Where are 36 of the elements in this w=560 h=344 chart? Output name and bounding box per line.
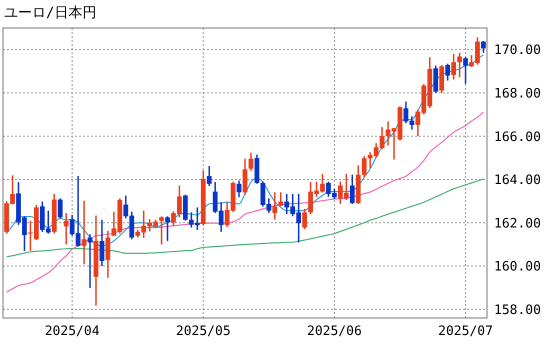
candlestick <box>159 216 164 246</box>
candlestick <box>58 198 63 220</box>
y-tick-label: 164.00 <box>494 173 541 188</box>
candlestick <box>100 218 104 267</box>
candlestick <box>236 180 242 198</box>
candlestick <box>362 155 367 178</box>
line-series <box>6 112 484 293</box>
candlestick <box>445 62 450 82</box>
candlestick <box>88 233 92 289</box>
candlestick <box>463 56 468 85</box>
candlestick <box>481 40 486 54</box>
candlestick <box>248 152 254 172</box>
x-tick-label: 2025/04 <box>44 324 100 339</box>
candlestick <box>302 208 307 230</box>
candlestick <box>278 192 284 208</box>
x-tick-label: 2025/06 <box>307 324 362 339</box>
candlestick <box>451 53 456 80</box>
chart-title: ユーロ/日本円 <box>4 5 96 21</box>
candlestick <box>206 165 212 187</box>
y-tick-label: 166.00 <box>494 130 541 145</box>
y-tick-label: 168.00 <box>494 86 541 102</box>
candlestick <box>433 64 438 94</box>
x-tick-label: 2025/07 <box>438 324 493 339</box>
x-tick-label: 2025/05 <box>176 324 231 339</box>
candlestick <box>242 158 248 196</box>
candlestick <box>64 212 69 246</box>
candlestick <box>457 52 462 78</box>
y-tick-label: 160.00 <box>494 260 541 275</box>
candlestick <box>82 200 86 266</box>
y-tick-label: 170.00 <box>494 43 541 58</box>
candlestick <box>350 174 355 205</box>
candlestick <box>165 216 170 242</box>
y-tick-label: 162.00 <box>494 216 541 232</box>
candlestick <box>272 192 278 220</box>
candlestick <box>106 230 110 278</box>
y-tick-label: 158.00 <box>494 302 541 318</box>
